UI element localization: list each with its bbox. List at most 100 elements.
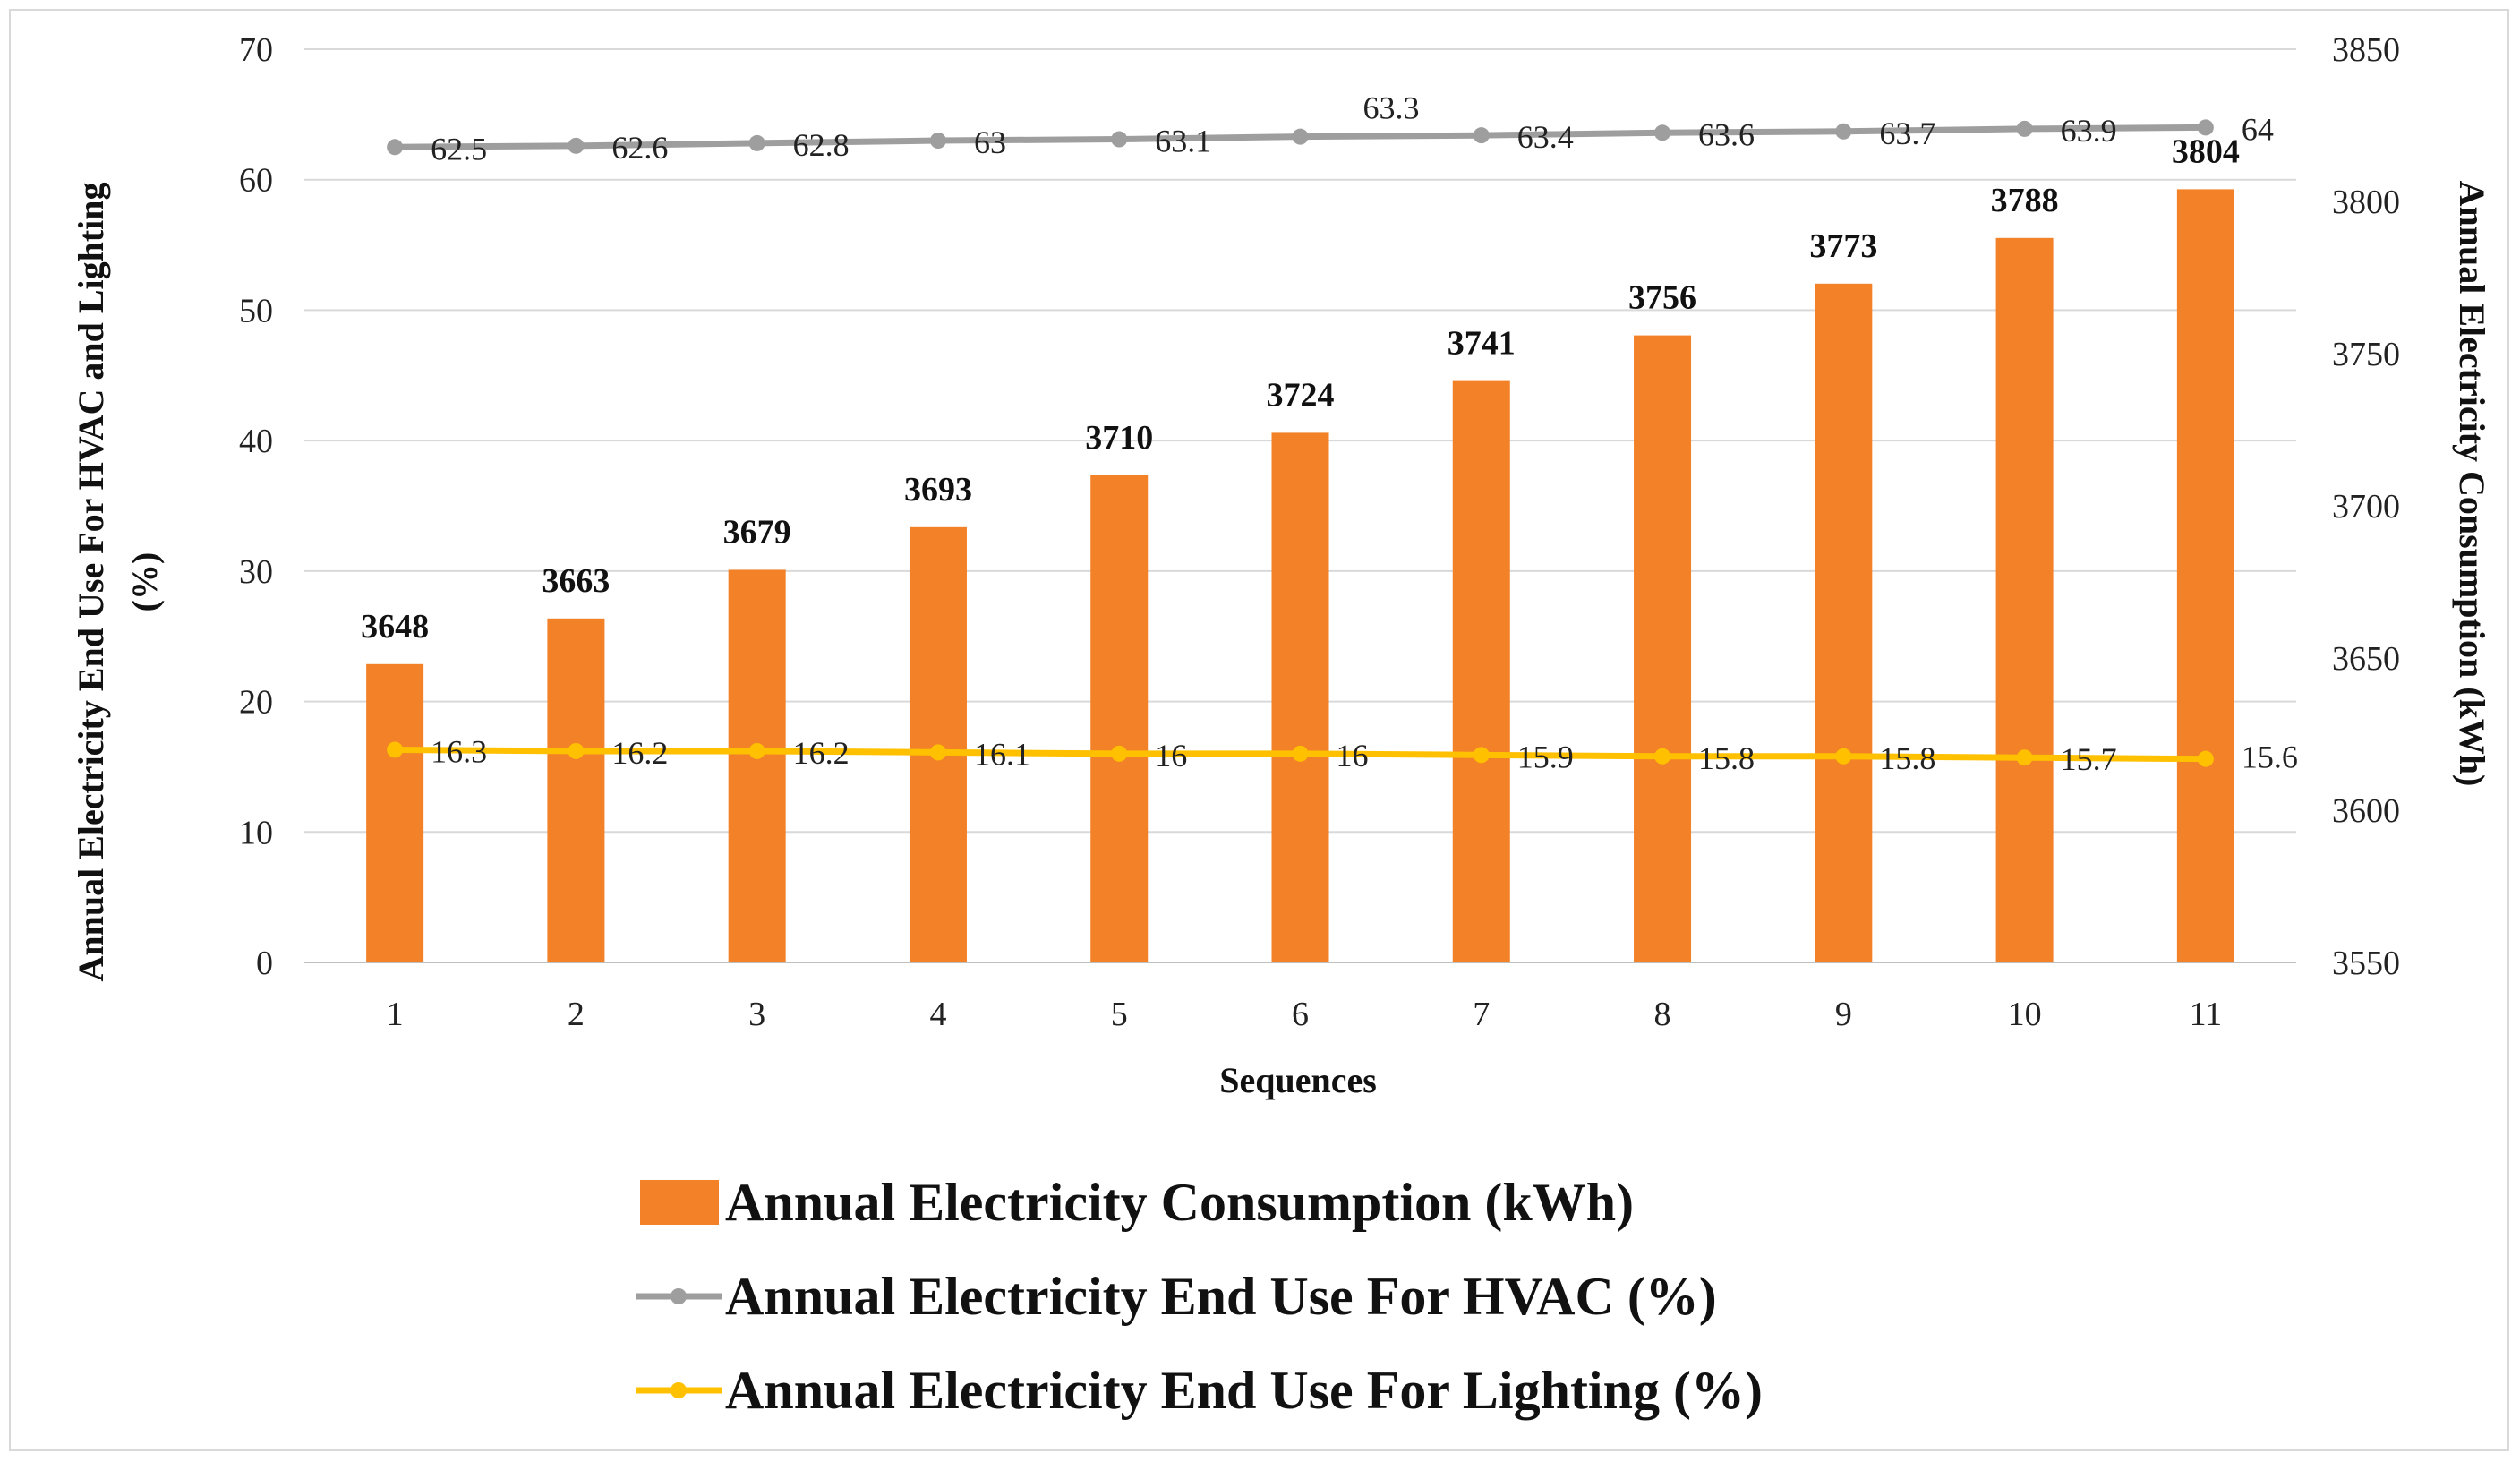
y-tick-label: 0 bbox=[256, 945, 273, 982]
x-tick-label: 4 bbox=[929, 996, 946, 1033]
hvac-point bbox=[1473, 127, 1490, 144]
legend-swatch-hvac-marker bbox=[671, 1288, 687, 1304]
bar bbox=[2176, 189, 2234, 962]
lighting-value-label: 15.9 bbox=[1517, 739, 1574, 774]
bar bbox=[728, 569, 786, 962]
legend-item-consumption: Annual Electricity Consumption (kWh) bbox=[640, 1173, 1634, 1232]
lighting-value-label: 16.2 bbox=[793, 735, 850, 771]
legend-label-lighting: Annual Electricity End Use For Lighting … bbox=[725, 1361, 1763, 1420]
bar-value-label: 3756 bbox=[1628, 279, 1696, 317]
hvac-value-label: 63.6 bbox=[1698, 116, 1755, 152]
lighting-point bbox=[1292, 745, 1309, 762]
y-tick-label: 30 bbox=[239, 553, 273, 591]
lighting-point bbox=[2016, 749, 2033, 766]
lighting-point bbox=[387, 741, 404, 758]
x-tick-label: 11 bbox=[2190, 996, 2223, 1033]
lighting-point bbox=[1473, 747, 1490, 764]
bar-value-label: 3710 bbox=[1085, 419, 1153, 457]
y-axis-title: Annual Electricity End Use For HVAC and … bbox=[71, 182, 111, 981]
bar bbox=[1995, 237, 2054, 962]
bar bbox=[366, 663, 424, 962]
lighting-value-label: 16 bbox=[1337, 738, 1369, 774]
hvac-value-label: 63.7 bbox=[1879, 115, 1935, 151]
lighting-point bbox=[929, 744, 946, 761]
x-tick-label: 3 bbox=[748, 996, 765, 1033]
lighting-value-label: 16 bbox=[1155, 738, 1187, 774]
hvac-point bbox=[387, 139, 404, 156]
bar-value-label: 3773 bbox=[1809, 227, 1877, 265]
bar-value-label: 3788 bbox=[1991, 182, 2059, 219]
legend-item-lighting: Annual Electricity End Use For Lighting … bbox=[636, 1361, 1763, 1420]
y-tick-label: 70 bbox=[239, 31, 273, 69]
lighting-value-label: 16.3 bbox=[431, 733, 487, 769]
hvac-point bbox=[2197, 119, 2214, 136]
lighting-value-label: 16.2 bbox=[611, 735, 668, 771]
y-tick-label: 20 bbox=[239, 684, 273, 722]
bar bbox=[1271, 432, 1329, 962]
legend-label-consumption: Annual Electricity Consumption (kWh) bbox=[725, 1173, 1634, 1232]
y2-tick-label: 3550 bbox=[2332, 945, 2400, 982]
hvac-point bbox=[1292, 128, 1309, 145]
bar bbox=[547, 618, 605, 962]
hvac-value-label: 62.5 bbox=[431, 131, 487, 167]
hvac-point bbox=[1111, 131, 1128, 148]
hvac-point bbox=[1835, 123, 1852, 140]
y2-tick-label: 3800 bbox=[2332, 184, 2400, 221]
lighting-value-label: 15.8 bbox=[1698, 740, 1755, 776]
bar-value-label: 3679 bbox=[723, 513, 791, 551]
lighting-point bbox=[2197, 750, 2214, 767]
lighting-point bbox=[568, 742, 585, 759]
bar-value-label: 3693 bbox=[904, 471, 972, 509]
legend-swatch-bar bbox=[640, 1180, 719, 1225]
y-tick-label: 60 bbox=[239, 162, 273, 200]
bar bbox=[1634, 335, 1692, 963]
bar-value-label: 3663 bbox=[542, 562, 610, 600]
lighting-value-label: 16.1 bbox=[974, 736, 1030, 772]
legend-item-hvac: Annual Electricity End Use For HVAC (%) bbox=[636, 1267, 1717, 1326]
y-tick-label: 50 bbox=[239, 292, 273, 329]
x-tick-label: 10 bbox=[2008, 996, 2042, 1033]
hvac-value-label: 62.8 bbox=[793, 127, 850, 163]
bar-value-label: 3648 bbox=[361, 608, 429, 646]
y2-tick-label: 3650 bbox=[2332, 640, 2400, 678]
data-labels: 3648 3663 3679 3693 3710 3724 3741 3756 3773 3788… bbox=[361, 90, 2298, 778]
hvac-point bbox=[2016, 120, 2033, 137]
x-tick-label: 5 bbox=[1111, 996, 1128, 1033]
hvac-point bbox=[1654, 124, 1671, 141]
y2-tick-label: 3700 bbox=[2332, 488, 2400, 526]
x-tick-label: 1 bbox=[387, 996, 404, 1033]
hvac-value-label: 63 bbox=[974, 124, 1006, 160]
lighting-point bbox=[1835, 748, 1852, 765]
axes: 0 10 20 30 40 50 60 70 3550 3600 3650 3700 3750 3800 3… bbox=[239, 31, 2400, 1033]
y2-tick-label: 3600 bbox=[2332, 792, 2400, 830]
bar bbox=[1452, 380, 1510, 963]
hvac-value-label: 62.6 bbox=[611, 130, 668, 166]
x-tick-label: 2 bbox=[568, 996, 585, 1033]
legend-swatch-lighting-marker bbox=[671, 1382, 687, 1398]
lighting-value-label: 15.6 bbox=[2242, 740, 2298, 775]
hvac-value-label: 63.1 bbox=[1155, 124, 1211, 159]
y-axis-title-unit: (%) bbox=[124, 552, 165, 612]
y2-axis-title: Annual Electricity Consumption (kWh) bbox=[2452, 181, 2492, 787]
legend: Annual Electricity Consumption (kWh) Ann… bbox=[636, 1173, 1763, 1420]
hvac-value-label: 64 bbox=[2242, 111, 2274, 147]
bar-value-label: 3804 bbox=[2172, 133, 2240, 170]
x-tick-label: 8 bbox=[1654, 996, 1671, 1033]
line-series bbox=[387, 119, 2214, 767]
hvac-value-label: 63.4 bbox=[1517, 119, 1574, 155]
legend-label-hvac: Annual Electricity End Use For HVAC (%) bbox=[725, 1267, 1717, 1326]
x-axis-title: Sequences bbox=[1219, 1060, 1377, 1100]
x-tick-label: 6 bbox=[1292, 996, 1309, 1033]
hvac-point bbox=[568, 137, 585, 154]
y-tick-label: 40 bbox=[239, 423, 273, 460]
x-tick-label: 9 bbox=[1835, 996, 1852, 1033]
hvac-value-label: 63.9 bbox=[2061, 113, 2117, 149]
hvac-value-label: 63.3 bbox=[1363, 90, 1420, 126]
bar bbox=[1090, 475, 1149, 962]
bar-value-label: 3741 bbox=[1448, 325, 1516, 363]
x-tick-label: 7 bbox=[1473, 996, 1490, 1033]
y-tick-label: 10 bbox=[239, 814, 273, 851]
chart-frame bbox=[9, 9, 2509, 1451]
lighting-point bbox=[1111, 745, 1128, 762]
